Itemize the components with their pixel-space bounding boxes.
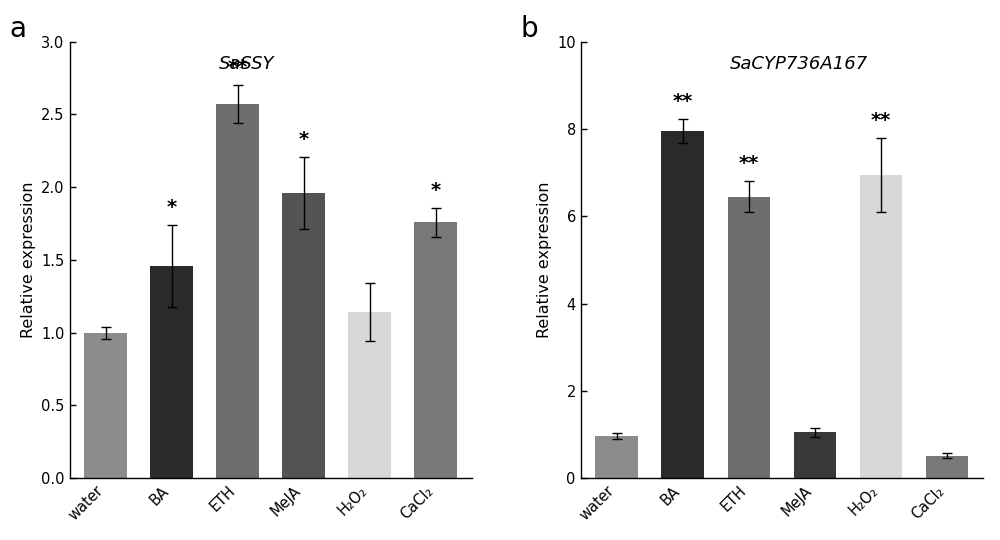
Y-axis label: Relative expression: Relative expression bbox=[537, 181, 552, 338]
Bar bbox=[595, 436, 638, 478]
Text: **: ** bbox=[228, 58, 248, 77]
Text: a: a bbox=[9, 16, 26, 43]
Bar bbox=[860, 175, 902, 478]
Bar bbox=[348, 312, 391, 478]
Y-axis label: Relative expression: Relative expression bbox=[21, 181, 36, 338]
Text: *: * bbox=[167, 198, 177, 217]
Text: *: * bbox=[431, 181, 441, 200]
Bar bbox=[926, 456, 968, 478]
Text: b: b bbox=[520, 16, 538, 43]
Text: **: ** bbox=[673, 92, 693, 111]
Text: SaSSY: SaSSY bbox=[219, 55, 274, 73]
Text: SaCYP736A167: SaCYP736A167 bbox=[730, 55, 868, 73]
Text: *: * bbox=[299, 130, 309, 148]
Bar bbox=[216, 104, 259, 478]
Bar bbox=[84, 333, 127, 478]
Bar bbox=[728, 197, 770, 478]
Text: **: ** bbox=[739, 154, 759, 173]
Text: **: ** bbox=[871, 111, 891, 130]
Bar bbox=[282, 193, 325, 478]
Bar bbox=[414, 222, 457, 478]
Bar bbox=[150, 266, 193, 478]
Bar bbox=[794, 433, 836, 478]
Bar bbox=[661, 131, 704, 478]
